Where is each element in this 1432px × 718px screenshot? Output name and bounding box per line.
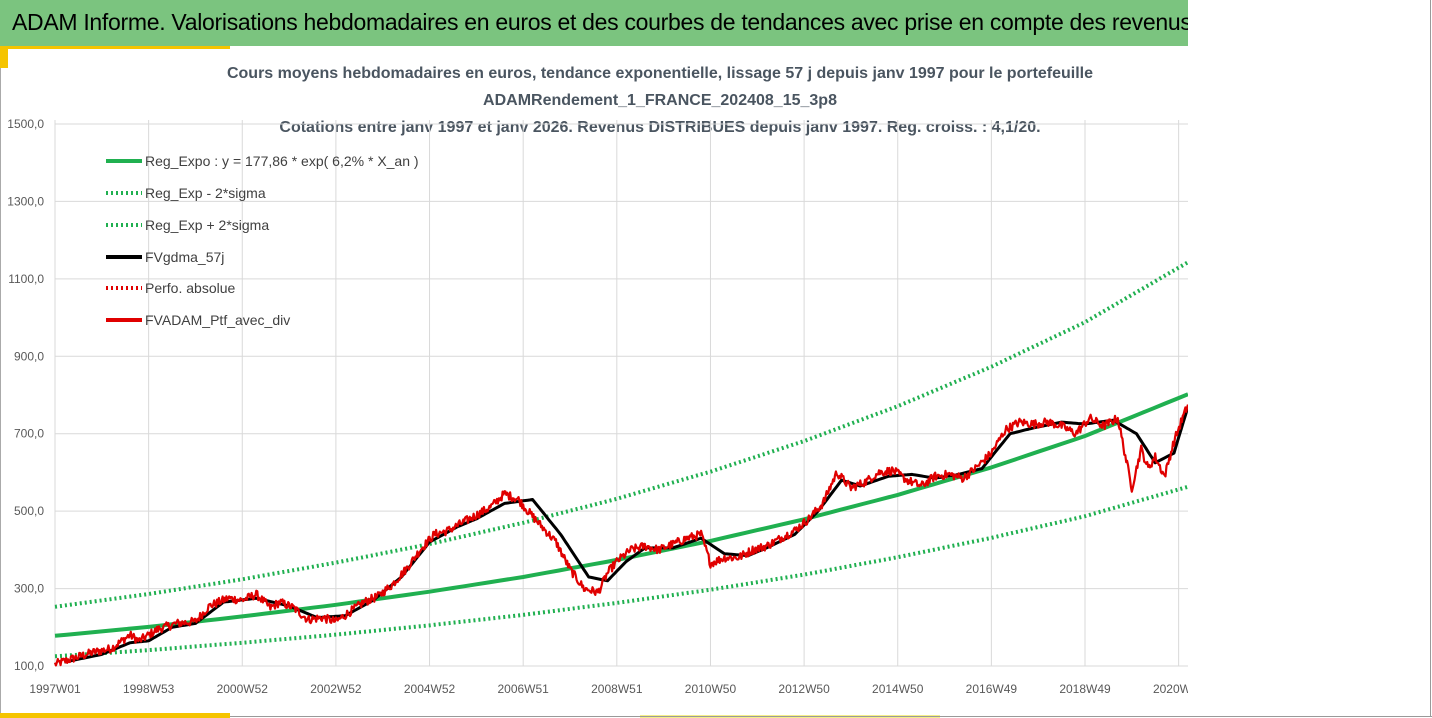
y-tick-label: 500,0 bbox=[14, 504, 44, 518]
series-line-0 bbox=[54, 392, 1188, 638]
accent-bar-top bbox=[0, 46, 8, 68]
accent-bar-bottom bbox=[0, 713, 230, 718]
legend-label: Reg_Exp + 2*sigma bbox=[145, 217, 269, 233]
x-tick-label: 2014W50 bbox=[872, 682, 924, 696]
gridlines bbox=[54, 120, 1188, 667]
chart-title-line-2: ADAMRendement_1_FRANCE_202408_15_3p8 bbox=[483, 92, 837, 109]
series-line-2 bbox=[54, 260, 1188, 609]
x-tick-label: 2008W51 bbox=[591, 682, 643, 696]
series-lines bbox=[53, 260, 1188, 667]
x-tick-label: 2010W50 bbox=[685, 682, 737, 696]
chart-title-line-1: Cours moyens hebdomadaires en euros, ten… bbox=[226, 65, 1094, 82]
legend-label: FVADAM_Ptf_avec_div bbox=[145, 312, 290, 328]
legend-label: Reg_Expo : y = 177,86 * exp( 6,2% * X_an… bbox=[145, 153, 419, 169]
y-tick-label: 300,0 bbox=[14, 582, 44, 596]
y-tick-label: 1100,0 bbox=[8, 272, 44, 286]
x-tick-label: 2016W49 bbox=[966, 682, 1018, 696]
legend-label: Perfo. absolue bbox=[145, 280, 235, 296]
x-tick-label: 2006W51 bbox=[497, 682, 549, 696]
legend-label: Reg_Exp - 2*sigma bbox=[145, 185, 266, 201]
y-tick-label: 1500,0 bbox=[7, 117, 44, 131]
chart-title-line-3: Cotations entre janv 1997 et janv 2026. … bbox=[279, 119, 1041, 136]
y-tick-label: 1300,0 bbox=[7, 194, 44, 208]
accent-bar-top-horizontal bbox=[0, 46, 230, 49]
right-frame bbox=[1188, 0, 1431, 717]
y-axis-labels: 100,0 300,0 500,0 700,0 900,0 1100,0 1300,0 150… bbox=[7, 117, 44, 673]
header-banner: ADAM Informe. Valorisations hebdomadaire… bbox=[0, 0, 1188, 46]
series-line-1 bbox=[54, 484, 1188, 659]
x-tick-label: 1997W01 bbox=[29, 682, 81, 696]
y-tick-label: 900,0 bbox=[14, 349, 44, 363]
x-tick-label: 2004W52 bbox=[404, 682, 456, 696]
page-title: ADAM Informe. Valorisations hebdomadaire… bbox=[12, 9, 1188, 35]
x-tick-label: 2018W49 bbox=[1059, 682, 1111, 696]
x-tick-label: 2002W52 bbox=[310, 682, 362, 696]
legend: Reg_Expo : y = 177,86 * exp( 6,2% * X_an… bbox=[106, 153, 419, 328]
y-tick-label: 100,0 bbox=[14, 659, 44, 673]
x-tick-label: 2000W52 bbox=[217, 682, 269, 696]
series-line-5 bbox=[53, 404, 1188, 667]
x-tick-label: 2012W50 bbox=[778, 682, 830, 696]
y-tick-label: 700,0 bbox=[14, 427, 44, 441]
x-tick-label: 1998W53 bbox=[123, 682, 175, 696]
legend-label: FVgdma_57j bbox=[145, 249, 224, 265]
series-line-3 bbox=[64, 406, 1188, 664]
left-border bbox=[0, 68, 1, 713]
bottom-border bbox=[230, 716, 1432, 717]
chart: 100,0 300,0 500,0 700,0 900,0 1100,0 1300,0 150… bbox=[7, 117, 1188, 696]
x-tick-label: 2020W49 bbox=[1153, 682, 1188, 696]
x-axis-labels: 1997W01 1998W53 2000W52 2002W52 2004W52 2006W… bbox=[29, 682, 1188, 696]
